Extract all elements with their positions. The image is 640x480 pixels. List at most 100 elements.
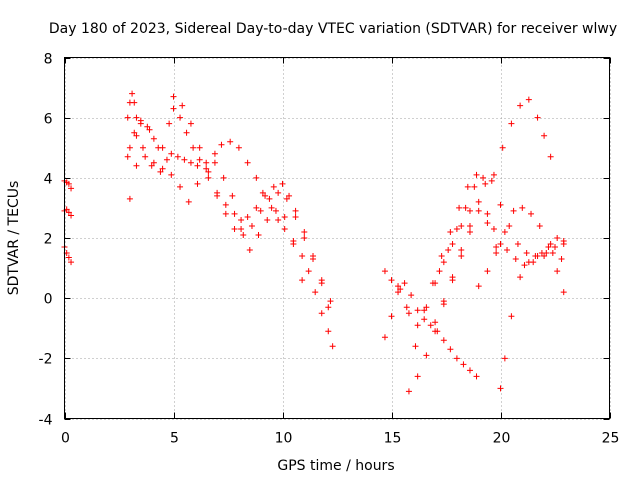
axis-ticks — [64, 57, 611, 420]
data-point — [525, 259, 532, 266]
data-point — [259, 189, 266, 196]
data-point — [453, 355, 460, 362]
data-point — [196, 156, 203, 163]
data-point — [421, 316, 428, 323]
data-point — [458, 222, 465, 229]
data-point — [126, 195, 133, 202]
data-point — [244, 159, 251, 166]
x-axis-label: GPS time / hours — [277, 458, 394, 474]
data-point — [196, 144, 203, 151]
y-tick-label: -4 — [39, 413, 53, 429]
data-point — [493, 244, 500, 251]
data-point — [227, 138, 234, 145]
x-tick-label: 25 — [602, 431, 620, 447]
data-point — [137, 117, 144, 124]
data-point — [541, 253, 548, 260]
data-point — [388, 313, 395, 320]
data-point — [558, 256, 565, 263]
data-point — [262, 192, 269, 199]
data-point — [238, 225, 245, 232]
data-point — [414, 373, 421, 380]
x-tick-label: 10 — [275, 431, 293, 447]
data-point — [464, 183, 471, 190]
data-point — [493, 250, 500, 257]
data-point — [414, 322, 421, 329]
data-point — [421, 307, 428, 314]
data-point — [440, 298, 447, 305]
plot-frame — [64, 57, 610, 419]
data-point — [523, 250, 530, 257]
data-point — [466, 207, 473, 214]
data-point — [286, 192, 293, 199]
data-point — [290, 241, 297, 248]
data-point — [68, 259, 75, 266]
data-point — [133, 162, 140, 169]
data-point — [329, 343, 336, 350]
tick-labels: 0 5 10 15 20 25 -4 -2 0 2 4 6 8 — [39, 52, 620, 447]
data-point — [257, 207, 264, 214]
data-point — [240, 231, 247, 238]
data-point — [246, 247, 253, 254]
data-point — [310, 256, 317, 263]
data-point — [488, 177, 495, 184]
data-point — [150, 159, 157, 166]
data-point — [177, 183, 184, 190]
data-point — [517, 102, 524, 109]
data-point — [185, 198, 192, 205]
data-point — [231, 210, 238, 217]
data-point — [514, 241, 521, 248]
data-point — [423, 352, 430, 359]
data-point — [381, 334, 388, 341]
data-point — [205, 168, 212, 175]
data-point — [405, 388, 412, 395]
data-point — [395, 289, 402, 296]
chart-title: Day 180 of 2023, Sidereal Day-to-day VTE… — [49, 21, 617, 37]
data-point — [445, 247, 452, 254]
data-point — [281, 213, 288, 220]
data-point — [292, 207, 299, 214]
data-point — [253, 204, 260, 211]
data-point — [301, 228, 308, 235]
data-point — [490, 171, 497, 178]
data-point — [466, 228, 473, 235]
data-point — [166, 120, 173, 127]
data-point — [519, 204, 526, 211]
data-point — [462, 204, 469, 211]
data-point — [471, 183, 478, 190]
data-point — [397, 286, 404, 293]
y-tick-label: 4 — [44, 172, 53, 188]
data-point — [458, 253, 465, 260]
data-point — [560, 241, 567, 248]
data-point — [194, 162, 201, 169]
data-point — [255, 231, 262, 238]
data-point — [473, 171, 480, 178]
data-point — [150, 135, 157, 142]
data-point — [163, 156, 170, 163]
data-point — [458, 247, 465, 254]
grid — [64, 57, 611, 420]
data-point — [499, 144, 506, 151]
data-point — [194, 180, 201, 187]
data-point — [408, 292, 415, 299]
data-point — [480, 174, 487, 181]
x-tick-label: 5 — [170, 431, 179, 447]
data-point — [543, 250, 550, 257]
data-point — [305, 268, 312, 275]
data-point — [414, 307, 421, 314]
data-point — [427, 322, 434, 329]
data-point — [325, 304, 332, 311]
data-point — [168, 171, 175, 178]
data-point — [157, 168, 164, 175]
data-point — [318, 277, 325, 284]
data-point — [220, 174, 227, 181]
data-point — [517, 274, 524, 281]
data-point — [211, 150, 218, 157]
data-point — [222, 201, 229, 208]
data-point — [299, 277, 306, 284]
x-tick-label: 20 — [493, 431, 511, 447]
y-axis-label: SDTVAR / TECUs — [6, 181, 22, 296]
data-point — [170, 93, 177, 100]
data-point — [301, 235, 308, 241]
data-point — [211, 159, 218, 166]
data-point — [456, 204, 463, 211]
